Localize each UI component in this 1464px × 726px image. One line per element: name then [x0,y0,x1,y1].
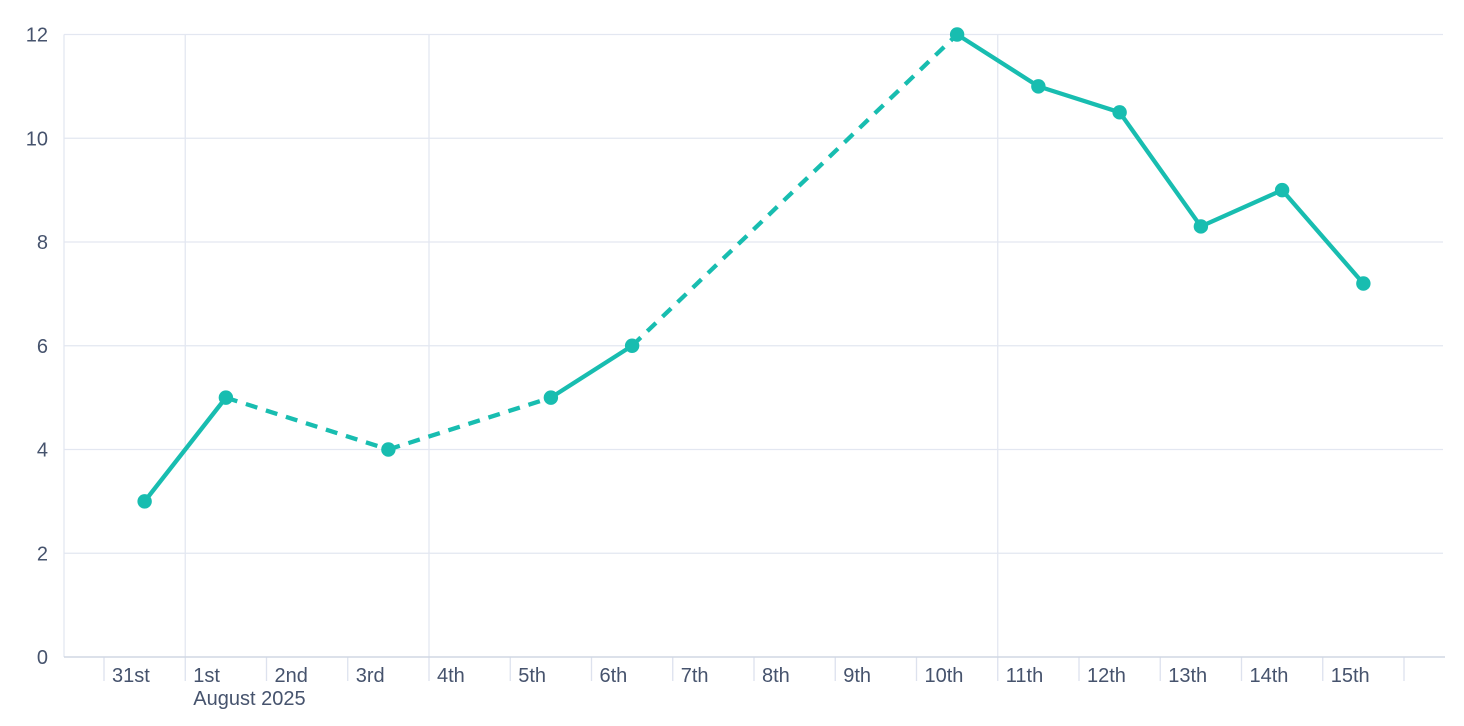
series-segment-solid [142,395,229,504]
x-axis-label: 5th [518,665,546,687]
data-point-marker-10th[interactable] [949,27,965,42]
y-axis-label: 10 [26,128,48,150]
x-axis-label: 4th [437,665,465,687]
series-segment-solid [1279,187,1366,286]
data-point-marker-1st[interactable] [218,390,234,405]
y-axis-label: 6 [37,336,48,358]
data-point-marker-12th[interactable] [1112,105,1127,120]
series-segment-dashed [225,395,390,452]
x-axis-label: 6th [600,665,628,687]
series-segment-solid [954,32,1041,89]
y-axis-label: 12 [26,25,48,47]
x-axis-label: 8th [762,665,790,687]
y-axis-label: 4 [37,440,48,462]
data-point-marker-3rd[interactable] [381,442,396,457]
y-axis-label: 8 [37,232,48,254]
x-axis-label: 2nd [275,665,308,687]
data-point-marker-14th[interactable] [1274,182,1290,198]
x-axis-label: 7th [681,665,709,687]
x-axis-label: 11th [1006,665,1043,687]
y-axis-label: 0 [37,647,48,669]
data-point-marker-31st[interactable] [137,494,152,509]
x-axis-label: 14th [1250,665,1289,687]
series-segment-solid [1117,110,1204,229]
x-axis-label: 15th [1331,665,1370,687]
series-segment-solid [548,343,635,400]
data-point-marker-11th[interactable] [1031,79,1046,94]
x-axis-label: 1st [193,665,220,687]
x-axis-month-label: August 2025 [193,688,305,710]
x-axis-label: 10th [925,665,964,687]
x-axis-label: 3rd [356,665,385,687]
data-point-marker-5th[interactable] [543,390,559,405]
y-axis-label: 2 [37,543,48,565]
x-axis-label: 12th [1087,665,1126,687]
series-segment-dashed [387,395,552,452]
x-axis-label: 31st [112,665,150,687]
series-segment-solid [1198,187,1285,229]
data-point-marker-13th[interactable] [1193,219,1209,234]
data-point-marker-6th[interactable] [624,338,640,353]
x-axis-label: 13th [1168,665,1207,687]
data-point-marker-15th[interactable] [1356,276,1371,291]
x-axis-label: 9th [843,665,871,687]
series-segment-solid [1036,84,1122,115]
